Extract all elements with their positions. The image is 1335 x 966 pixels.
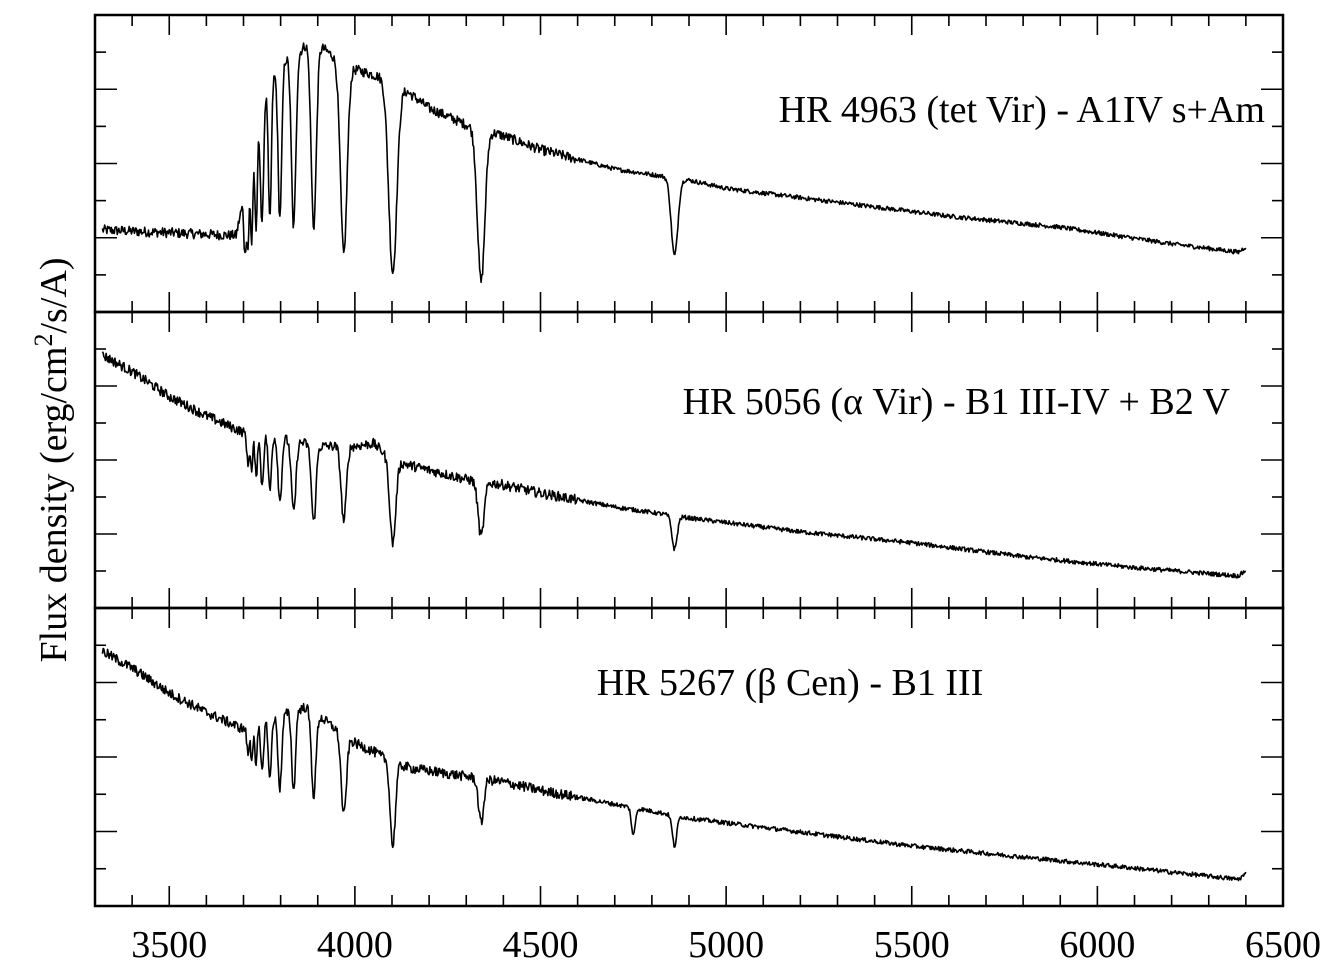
panel-frame	[93, 606, 1285, 908]
panels-group: HR 4963 (tet Vir) - A1IV s+Am HR 5056 (α …	[93, 13, 1285, 908]
x-tick-label: 4500	[503, 924, 579, 966]
panel-label: HR 5056 (α Vir) - B1 III-IV + B2 V	[683, 381, 1231, 423]
spectrum-line	[101, 42, 1247, 284]
panel-label: HR 5267 (β Cen) - B1 III	[597, 662, 984, 704]
panel-frame	[93, 13, 1285, 314]
panel-3: HR 5267 (β Cen) - B1 III	[93, 606, 1285, 908]
x-tick-label: 5500	[874, 924, 950, 966]
x-tick-label: 4000	[317, 924, 393, 966]
y-label-superscript: 2	[29, 334, 58, 347]
y-label-text: Flux density (erg/cm	[33, 347, 75, 663]
x-tick-label: 3500	[131, 924, 207, 966]
y-axis-label: Flux density (erg/cm2/s/A)	[29, 258, 75, 663]
spectrum-line	[101, 351, 1247, 579]
x-tick-label: 6500	[1245, 924, 1321, 966]
spectrum-line	[101, 647, 1247, 882]
panel-2: HR 5056 (α Vir) - B1 III-IV + B2 V	[93, 310, 1285, 610]
x-tick-labels: 3500 4000 4500 5000 5500 6000 6500	[131, 924, 1321, 966]
panel-1: HR 4963 (tet Vir) - A1IV s+Am	[93, 13, 1285, 314]
y-label-text: /s/A)	[33, 258, 75, 334]
panel-label: HR 4963 (tet Vir) - A1IV s+Am	[779, 89, 1265, 131]
x-tick-label: 5000	[688, 924, 764, 966]
x-tick-label: 6000	[1059, 924, 1135, 966]
